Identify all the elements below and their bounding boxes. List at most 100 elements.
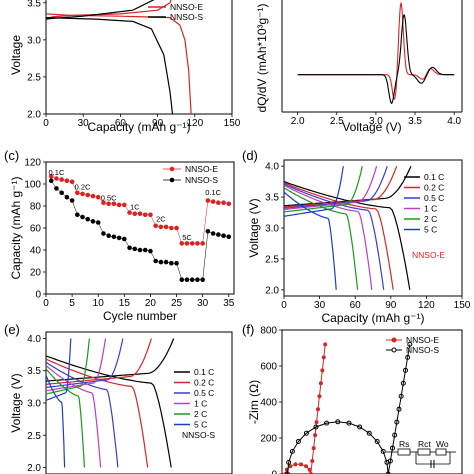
panel-e-legend-label: 5 C bbox=[194, 420, 207, 430]
panel-a-xtick-label: 30 bbox=[78, 118, 90, 129]
panel-c-point-nnso-s bbox=[85, 216, 91, 222]
panel-b-xlabel: Voltage (V) bbox=[342, 120, 401, 134]
panel-c-point-nnso-s bbox=[137, 247, 143, 253]
panel-c-xtick-label: 10 bbox=[93, 298, 105, 309]
panel-c-ytick-label: 40 bbox=[30, 246, 42, 257]
panel-f-point-nnso-s bbox=[394, 419, 400, 425]
panel-c-point-nnso-s bbox=[106, 233, 111, 238]
panel-f-nyquist-line-nnso-s bbox=[286, 344, 411, 474]
panel-c-point-nnso-s bbox=[111, 234, 117, 240]
panel-f-point-nnso-e bbox=[318, 381, 323, 386]
panel-c-point-nnso-e bbox=[95, 194, 101, 200]
panel-c-label: (c) bbox=[4, 148, 19, 163]
panel-d-legend-label: 0.2 C bbox=[424, 183, 444, 193]
panel-c-point-nnso-e bbox=[179, 241, 185, 246]
panel-e-discharge-0p1c bbox=[45, 355, 172, 468]
panel-d-xlabel: Capacity (mAh g⁻¹) bbox=[321, 311, 424, 325]
panel-c-point-nnso-e bbox=[226, 201, 232, 207]
panel-c-point-nnso-s bbox=[142, 247, 148, 253]
panel-f-point-nnso-e bbox=[288, 464, 293, 469]
panel-e-charge-0p5c bbox=[45, 338, 124, 389]
panel-e-charge-1c bbox=[45, 338, 107, 392]
panel-c-xtick-label: 15 bbox=[119, 298, 131, 309]
panel-f-legend-marker bbox=[391, 337, 397, 343]
panel-a: 0 30 60 90 120 150 2.0 2.5 3.0 3.5 Capacity (mAh g… bbox=[9, 0, 241, 134]
panel-c-point-nnso-e bbox=[116, 202, 122, 208]
panel-a-legend-label: NNSO-E bbox=[170, 2, 203, 12]
panel-c-point-nnso-s bbox=[48, 178, 54, 183]
panel-c-point-nnso-e bbox=[158, 224, 164, 230]
panel-a-legend-label: NNSO-S bbox=[170, 12, 203, 22]
panel-c-point-nnso-s bbox=[80, 214, 85, 220]
panel-c-point-nnso-e bbox=[153, 223, 158, 229]
panel-d-charge-0p1c bbox=[283, 165, 412, 207]
panel-b-xtick-label: 2.0 bbox=[291, 116, 305, 127]
panel-f-point-nnso-e bbox=[293, 462, 298, 467]
panel-c-point-nnso-e bbox=[132, 211, 138, 216]
panel-c-point-nnso-e bbox=[54, 176, 59, 181]
panel-c-point-nnso-e bbox=[148, 212, 153, 218]
panel-f-point-nnso-s bbox=[374, 438, 380, 444]
panel-c-rate-label: 5C bbox=[182, 233, 192, 242]
panel-e-charge-5c bbox=[45, 338, 72, 401]
panel-f-point-nnso-s bbox=[407, 341, 413, 347]
panel-f-point-nnso-e bbox=[314, 420, 319, 425]
panel-c-point-nnso-e bbox=[127, 210, 132, 215]
panel-c-point-nnso-e bbox=[101, 200, 106, 205]
panel-d-label: (d) bbox=[242, 148, 258, 163]
panel-c-point-nnso-e bbox=[184, 241, 190, 246]
panel-e-discharge-2c bbox=[45, 368, 85, 468]
panel-c-point-nnso-s bbox=[132, 246, 138, 252]
panel-e-discharge-5c bbox=[45, 374, 66, 468]
panel-c-point-nnso-s bbox=[59, 190, 64, 196]
panel-c-point-nnso-s bbox=[64, 194, 70, 200]
panel-a-ytick-label: 3.5 bbox=[27, 0, 41, 9]
panel-f-point-nnso-s bbox=[398, 393, 404, 399]
panel-c-series-line-nnso-s bbox=[50, 180, 229, 280]
panel-c-ylabel: Capacity (mAh g⁻¹) bbox=[9, 176, 23, 279]
panel-f-point-nnso-e bbox=[321, 355, 326, 360]
panel-f-circuit-warburg bbox=[435, 448, 447, 456]
panel-f-point-nnso-s bbox=[303, 430, 309, 436]
panel-f-point-nnso-s bbox=[324, 420, 330, 426]
panel-f-circuit-resistor-rct bbox=[417, 448, 431, 456]
panel-c-ytick-label: 0 bbox=[35, 290, 41, 301]
panel-e-label: (e) bbox=[4, 322, 20, 337]
panel-c-point-nnso-s bbox=[210, 231, 216, 236]
panel-d-charge-0p2c bbox=[283, 165, 398, 208]
panel-e-ytick-label: 3.5 bbox=[27, 366, 41, 377]
panel-f-legend-label: NNSO-E bbox=[406, 335, 439, 345]
panel-c-point-nnso-s bbox=[200, 277, 205, 283]
panel-c-xtick-label: 35 bbox=[223, 298, 235, 309]
panel-c-point-nnso-e bbox=[221, 200, 226, 205]
panel-c-point-nnso-s bbox=[158, 259, 164, 265]
panel-a-charge-curve-nnso-e bbox=[45, 0, 172, 20]
panel-b: 2.0 2.5 3.0 3.5 4.0 Voltage (V) dQ/dV (mAh*10³… bbox=[255, 0, 463, 134]
panel-d-legend-label: 1 C bbox=[424, 204, 437, 214]
panel-c-point-nnso-e bbox=[90, 193, 96, 199]
panel-c-ytick-label: 100 bbox=[24, 180, 41, 191]
panel-f-point-nnso-e bbox=[299, 462, 304, 467]
panel-e-legend-label: 0.5 C bbox=[194, 388, 214, 398]
panel-f-point-nnso-s bbox=[396, 406, 402, 412]
panel-c-legend-marker bbox=[169, 177, 175, 183]
panel-d-discharge-1c bbox=[283, 184, 373, 290]
panel-b-xtick-label: 4.0 bbox=[447, 116, 461, 127]
panel-f-point-nnso-e bbox=[317, 394, 322, 399]
panel-c-legend-marker bbox=[169, 166, 175, 172]
panel-d-xtick-label: 30 bbox=[314, 300, 326, 311]
panel-c-xtick-label: 0 bbox=[43, 298, 49, 309]
panel-c-point-nnso-e bbox=[111, 201, 117, 207]
panel-f-ytick-label: 800 bbox=[260, 326, 277, 337]
panel-d-charge-2c bbox=[283, 166, 363, 213]
panel-c-point-nnso-s bbox=[148, 248, 153, 254]
panel-d-legend-label: 2 C bbox=[424, 214, 437, 224]
panel-d-charge-1c bbox=[283, 166, 378, 211]
panel-c-point-nnso-e bbox=[195, 241, 200, 246]
panel-d-legend-label: 0.5 C bbox=[424, 193, 444, 203]
panel-f-ytick-label: 600 bbox=[260, 362, 277, 373]
panel-f-point-nnso-s bbox=[357, 424, 363, 430]
panel-f-point-nnso-e bbox=[316, 407, 320, 412]
panel-b-dqdv-curve-nnso-s bbox=[297, 13, 455, 104]
panel-c-rate-label: 0.1C bbox=[205, 188, 221, 197]
